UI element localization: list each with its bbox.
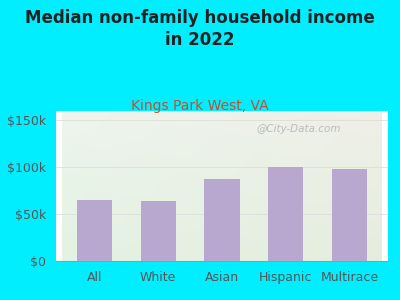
Text: Kings Park West, VA: Kings Park West, VA [131,99,269,113]
Bar [140,201,176,261]
Bar [268,167,304,261]
Text: @City-Data.com: @City-Data.com [256,124,341,134]
Text: Median non-family household income
in 2022: Median non-family household income in 20… [25,9,375,49]
Bar [204,179,240,261]
Bar [77,200,112,261]
Bar [332,169,367,261]
